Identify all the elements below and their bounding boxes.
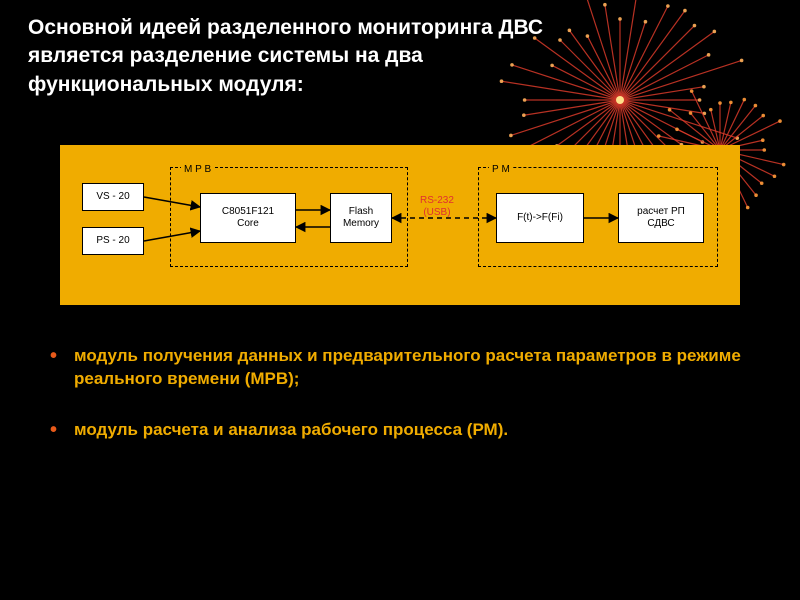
module-label: Р М <box>489 164 513 175</box>
diagram-node-vs20: VS - 20 <box>82 183 144 211</box>
bullet-item: модуль расчета и анализа рабочего процес… <box>50 419 760 442</box>
bullet-list: модуль получения данных и предварительно… <box>50 345 760 442</box>
diagram-node-core: C8051F121 Core <box>200 193 296 243</box>
slide-title: Основной идеей разделенного мониторинга … <box>0 0 640 99</box>
module-label: М Р В <box>181 164 214 175</box>
diagram-node-ps20: PS - 20 <box>82 227 144 255</box>
diagram-node-calc: расчет РП СДВС <box>618 193 704 243</box>
diagram-panel: М Р В Р М VS - 20 PS - 20 C8051F121 Core Flas… <box>60 145 740 305</box>
diagram-node-flash: Flash Memory <box>330 193 392 243</box>
connection-label: RS-232(USB) <box>420 195 454 219</box>
diagram-node-ft: F(t)->F(Fi) <box>496 193 584 243</box>
bullet-item: модуль получения данных и предварительно… <box>50 345 760 391</box>
